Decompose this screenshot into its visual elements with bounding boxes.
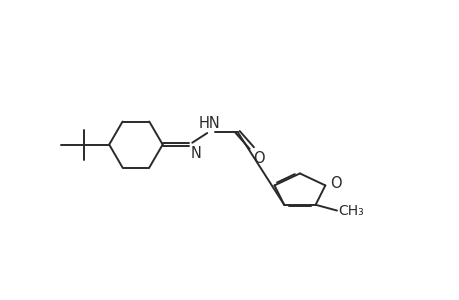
Text: CH₃: CH₃ xyxy=(338,204,364,218)
Text: N: N xyxy=(190,146,201,161)
Text: HN: HN xyxy=(198,116,219,131)
Text: O: O xyxy=(252,151,264,166)
Text: O: O xyxy=(329,176,341,191)
